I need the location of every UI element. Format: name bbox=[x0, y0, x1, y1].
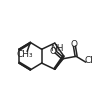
Text: O: O bbox=[70, 40, 77, 49]
Text: O: O bbox=[50, 47, 57, 56]
Text: NH: NH bbox=[50, 44, 64, 53]
Text: Cl: Cl bbox=[85, 56, 94, 65]
Text: CH₃: CH₃ bbox=[17, 50, 33, 59]
